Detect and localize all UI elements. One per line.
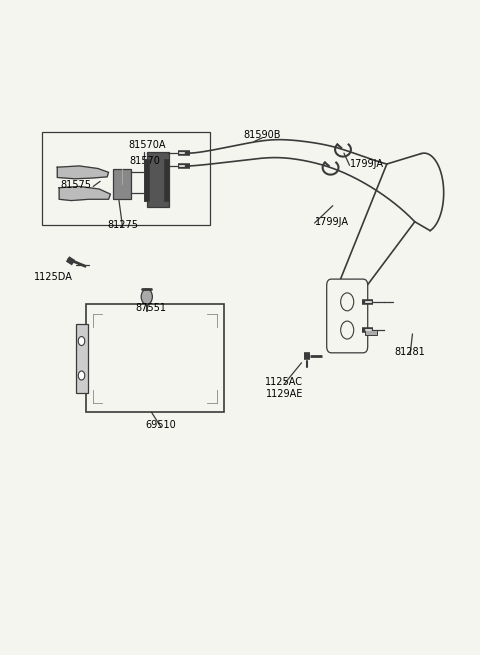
- Circle shape: [341, 321, 354, 339]
- Bar: [86, 305, 224, 412]
- Bar: [365, 330, 377, 335]
- Text: 81575: 81575: [60, 179, 91, 189]
- Text: 81570: 81570: [129, 156, 160, 166]
- Polygon shape: [57, 166, 108, 179]
- Polygon shape: [59, 187, 110, 200]
- Bar: [113, 168, 131, 199]
- Bar: [144, 159, 149, 200]
- Circle shape: [78, 371, 85, 380]
- Text: 1129AE: 1129AE: [265, 388, 303, 398]
- Circle shape: [141, 289, 152, 305]
- Bar: [147, 153, 169, 207]
- Text: 81281: 81281: [395, 347, 425, 357]
- Text: 1799JA: 1799JA: [349, 159, 384, 169]
- Text: 1125DA: 1125DA: [34, 272, 73, 282]
- Text: 69510: 69510: [145, 420, 176, 430]
- Text: 81570A: 81570A: [128, 140, 166, 150]
- Text: 1799JA: 1799JA: [314, 217, 348, 227]
- FancyBboxPatch shape: [327, 279, 368, 353]
- Circle shape: [78, 337, 85, 346]
- Text: 87551: 87551: [135, 303, 166, 313]
- Text: 1125AC: 1125AC: [265, 377, 303, 387]
- Text: 81590B: 81590B: [244, 130, 281, 140]
- Bar: [165, 159, 169, 200]
- Circle shape: [341, 293, 354, 311]
- Bar: [42, 132, 210, 225]
- Bar: [76, 324, 87, 393]
- Text: 81275: 81275: [107, 220, 138, 230]
